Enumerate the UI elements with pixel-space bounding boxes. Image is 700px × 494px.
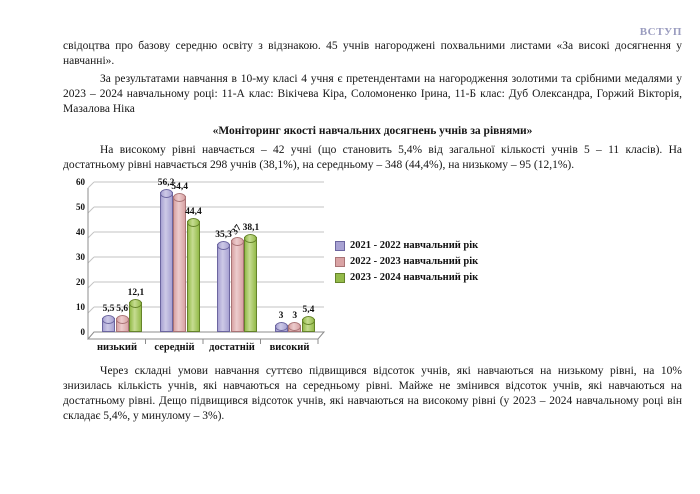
paragraph-levels-summary: На високому рівні навчається – 42 учні (…: [63, 144, 682, 171]
legend-swatch-icon: [335, 240, 345, 251]
x-category-label: високий: [269, 342, 310, 353]
chart-bar: [159, 188, 173, 332]
chart-bar: [129, 298, 143, 332]
chart-bar: [274, 321, 288, 332]
chart[interactable]: 0 10 20 30 40 50 60 низький середній достатній вис…: [63, 177, 682, 358]
bar-value-label: 5,5: [102, 304, 115, 315]
chart-bar: [244, 233, 258, 332]
legend-item: 2021 - 2022 навчальний рік: [335, 240, 478, 251]
bar-value-label: 3: [278, 310, 284, 321]
y-tick-label: 50: [76, 202, 85, 212]
chart-bar: [102, 315, 115, 332]
bar-value-label: 12,1: [127, 287, 145, 298]
paragraph-awards: свідоцтва про базову середню освіту з ві…: [63, 40, 682, 67]
bar-value-label: 44,4: [185, 207, 202, 217]
chart-bar: [301, 315, 315, 332]
y-tick-label: 60: [76, 177, 85, 187]
bar-value-label: 5,6: [116, 304, 129, 314]
chart-frame: [86, 181, 326, 344]
legend-swatch-icon: [335, 272, 345, 283]
y-tick-label: 10: [76, 302, 85, 312]
chart-legend: 2021 - 2022 навчальний рік 2022 - 2023 на…: [335, 240, 478, 288]
paragraph-conclusion: Через складні умови навчання суттєво під…: [63, 365, 682, 422]
y-tick-label: 40: [76, 227, 85, 237]
y-tick-label: 30: [76, 252, 85, 262]
paragraph-medal-candidates: За результатами навчання в 10-му класі 4…: [63, 73, 682, 115]
y-tick-label: 0: [80, 327, 86, 337]
legend-label: 2023 - 2024 навчальний рік: [350, 272, 479, 283]
legend-item: 2023 - 2024 навчальний рік: [335, 272, 478, 283]
section-heading: «Моніторинг якості навчальних досягнень …: [212, 125, 533, 137]
chart-bar: [173, 193, 187, 332]
y-tick-label: 20: [76, 277, 85, 287]
chart-bar: [288, 321, 302, 332]
header-label: ВСТУП: [639, 26, 682, 38]
legend-item: 2022 - 2023 навчальний рік: [335, 256, 478, 267]
bar-value-label: 5,4: [302, 304, 315, 315]
legend-label: 2022 - 2023 навчальний рік: [350, 256, 479, 267]
page-header: ВСТУП: [63, 22, 682, 38]
bar-value-label: 54,4: [171, 182, 188, 192]
legend-swatch-icon: [335, 256, 345, 267]
chart-bar: [217, 240, 230, 332]
bar-value-label: 3: [292, 310, 298, 321]
chart-bar: [186, 218, 200, 332]
bar-value-label: 56,2: [157, 177, 175, 188]
bar-value-label: 35,3: [215, 229, 232, 240]
chart-plot: 0 10 20 30 40 50 60 низький середній достатній вис…: [72, 177, 330, 358]
x-category-label: середній: [154, 342, 195, 353]
x-category-label: достатній: [209, 342, 255, 353]
chart-bar: [115, 315, 129, 332]
legend-label: 2021 - 2022 навчальний рік: [350, 240, 479, 251]
chart-bar: [230, 236, 244, 332]
x-category-label: низький: [96, 342, 138, 353]
bar-value-label: 38,1: [242, 222, 260, 233]
